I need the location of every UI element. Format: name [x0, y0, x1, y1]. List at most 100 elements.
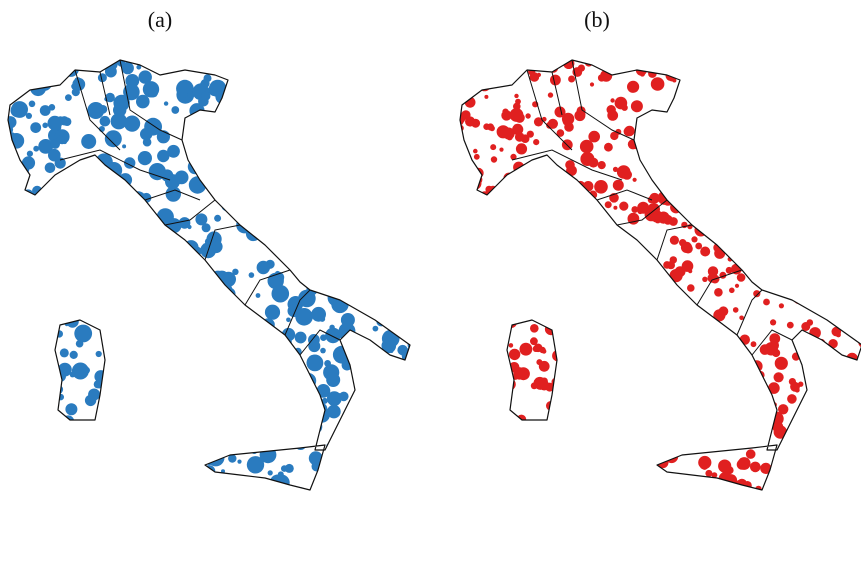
coverage-patch: [367, 260, 375, 269]
coverage-patch: [322, 70, 331, 79]
coverage-patch: [469, 201, 484, 216]
coverage-patch: [813, 153, 825, 164]
coverage-patch: [499, 147, 504, 152]
coverage-patch: [513, 102, 521, 111]
coverage-patch: [703, 121, 709, 126]
coverage-patch: [623, 319, 629, 325]
coverage-patch: [333, 73, 348, 88]
coverage-patch: [126, 261, 134, 269]
coverage-patch: [397, 437, 409, 450]
coverage-patch: [763, 137, 775, 149]
coverage-patch: [8, 393, 12, 404]
coverage-patch: [398, 459, 410, 476]
coverage-patch: [644, 414, 658, 429]
coverage-patch: [49, 194, 61, 206]
coverage-patch: [589, 474, 602, 488]
coverage-patch: [683, 244, 693, 254]
coverage-patch: [769, 333, 781, 344]
coverage-patch: [267, 400, 282, 415]
coverage-patch: [187, 338, 205, 357]
coverage-patch: [360, 443, 373, 456]
coverage-patch: [764, 342, 778, 356]
coverage-patch: [122, 144, 127, 149]
coverage-patch: [769, 201, 774, 207]
coverage-patch: [497, 250, 512, 264]
coverage-patch: [60, 458, 74, 471]
coverage-patch: [622, 236, 628, 243]
coverage-patch: [31, 393, 40, 403]
coverage-patch: [793, 90, 801, 98]
coverage-patch: [695, 69, 707, 81]
coverage-patch: [809, 95, 815, 101]
coverage-patch: [473, 148, 478, 154]
coverage-patch: [114, 60, 125, 61]
coverage-patch: [206, 339, 220, 353]
coverage-patch: [91, 226, 97, 231]
coverage-patch: [704, 60, 715, 70]
coverage-patch: [682, 358, 690, 367]
coverage-patch: [58, 211, 67, 220]
coverage-patch: [349, 259, 362, 272]
coverage-patch: [8, 209, 9, 222]
coverage-patch: [21, 156, 36, 170]
coverage-patch: [460, 418, 465, 427]
coverage-patch: [40, 202, 55, 217]
coverage-patch: [612, 166, 619, 172]
coverage-patch: [561, 112, 575, 126]
coverage-patch: [185, 417, 199, 431]
coverage-patch: [183, 240, 199, 256]
coverage-patch: [768, 487, 782, 490]
coverage-patch: [672, 382, 686, 396]
coverage-patch: [542, 221, 551, 229]
coverage-patch: [270, 111, 278, 120]
coverage-patch: [647, 203, 660, 216]
coverage-patch: [116, 190, 132, 206]
coverage-patch: [344, 491, 349, 496]
coverage-patch: [48, 75, 60, 87]
coverage-patch: [788, 284, 802, 298]
coverage-patch: [703, 326, 717, 339]
coverage-patch: [768, 249, 782, 263]
coverage-patch: [8, 489, 13, 490]
coverage-patch: [493, 330, 507, 345]
coverage-patch: [146, 476, 156, 486]
coverage-patch: [43, 329, 57, 343]
coverage-patch: [335, 264, 347, 276]
coverage-patch: [704, 431, 718, 446]
coverage-patch: [802, 207, 814, 219]
coverage-patch: [661, 324, 675, 338]
coverage-patch: [806, 319, 814, 326]
coverage-patch: [798, 420, 803, 425]
coverage-patch: [668, 423, 678, 433]
coverage-patch: [216, 488, 227, 490]
coverage-patch: [625, 389, 636, 400]
coverage-patch: [173, 366, 186, 379]
coverage-patch: [853, 193, 861, 203]
coverage-patch: [548, 243, 553, 249]
coverage-patch: [547, 92, 554, 98]
coverage-patch: [8, 205, 20, 223]
coverage-patch: [274, 377, 281, 383]
coverage-patch: [277, 209, 290, 222]
coverage-patch: [320, 347, 326, 354]
coverage-patch: [613, 285, 626, 298]
coverage-patch: [850, 233, 861, 246]
coverage-patch: [712, 330, 722, 341]
coverage-patch: [218, 104, 231, 117]
coverage-patch: [537, 309, 550, 322]
coverage-patch: [172, 440, 185, 454]
coverage-patch: [725, 213, 736, 224]
coverage-patch: [698, 389, 709, 401]
coverage-patch: [847, 278, 852, 283]
coverage-patch: [333, 182, 345, 194]
coverage-patch: [396, 157, 410, 175]
coverage-patch: [291, 393, 297, 399]
coverage-patch: [169, 451, 184, 466]
coverage-patch: [612, 261, 618, 266]
coverage-patch: [44, 220, 60, 237]
coverage-patch: [85, 293, 99, 307]
coverage-patch: [372, 354, 389, 371]
coverage-patch: [409, 60, 410, 77]
coverage-patch: [217, 495, 227, 505]
coverage-patch: [798, 100, 809, 112]
